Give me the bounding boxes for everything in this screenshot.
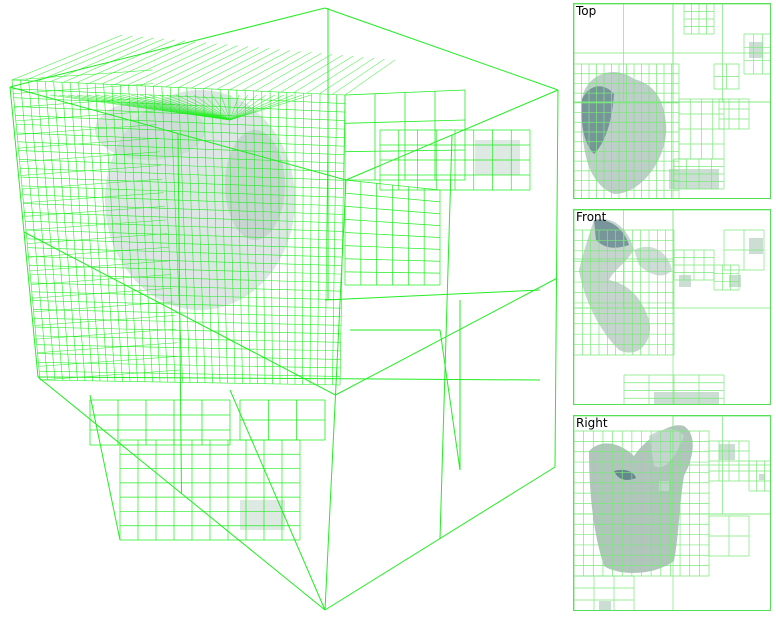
right-view-label: Right: [576, 416, 608, 430]
right-view-panel[interactable]: Right: [573, 415, 771, 611]
front-view-panel[interactable]: Front: [573, 209, 771, 405]
octree-3d-render: [9, 7, 559, 611]
right-view-octree: [574, 416, 770, 610]
top-view-label: Top: [576, 4, 597, 18]
top-view-octree: [574, 4, 770, 198]
front-view-label: Front: [576, 210, 607, 224]
perspective-viewport[interactable]: [0, 0, 566, 618]
front-view-octree: [574, 210, 770, 404]
top-view-panel[interactable]: Top: [573, 3, 771, 199]
